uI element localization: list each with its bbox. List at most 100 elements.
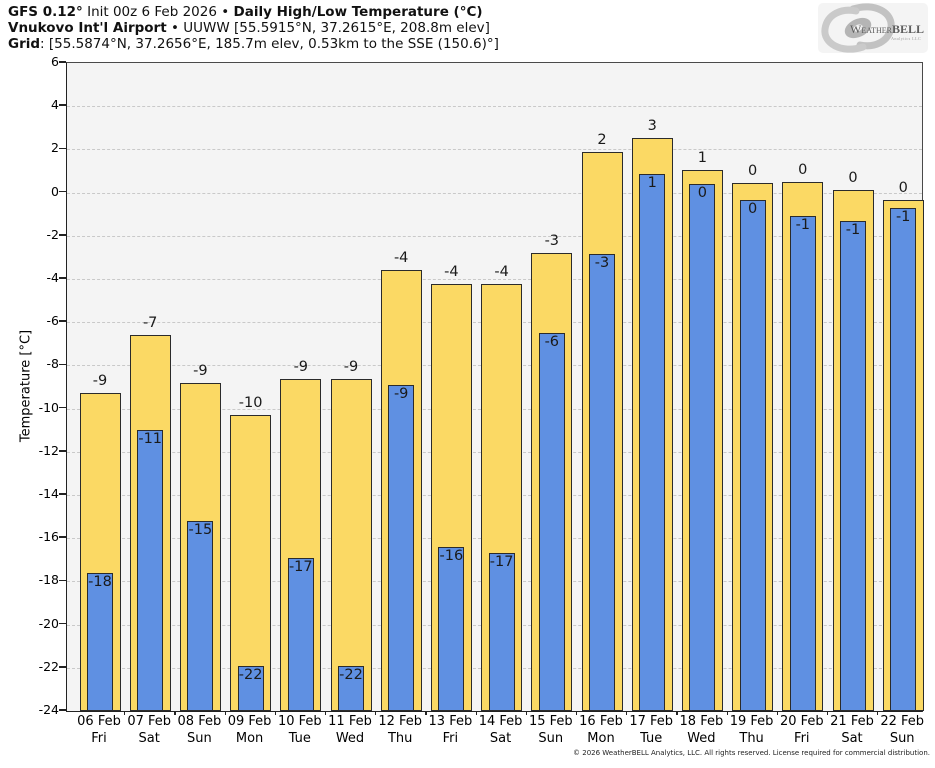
x-tick-weekday: Wed [687,731,716,746]
high-bar [330,379,372,711]
high-value-label: -4 [444,264,459,281]
x-tick-date: 18 Feb [679,714,724,729]
x-tick-date: 22 Feb [880,714,925,729]
y-tick-label: -14 [38,486,59,501]
x-tick-weekday: Sun [889,731,915,746]
low-value-label: -17 [288,558,313,575]
high-value-label: 0 [898,180,908,197]
low-bar [840,220,866,711]
low-value-label: -22 [339,666,363,683]
weatherbell-logo: WeatherBELL Analytics LLC [818,3,928,53]
hurricane-swirl-icon [821,3,895,53]
high-value-label: -4 [393,250,409,267]
y-tick-label: -24 [38,702,59,717]
high-bar [230,415,272,711]
low-value-label: 0 [747,201,758,218]
high-value-label: 0 [747,162,758,179]
x-tick-date: 10 Feb [277,714,322,729]
low-value-label: -1 [845,221,861,238]
y-tick-mark [59,666,66,668]
x-tick-mark [274,711,277,715]
x-tick-mark [324,711,327,715]
x-tick-date: 19 Feb [729,714,774,729]
logo-background [818,3,928,53]
gridline [67,149,922,151]
y-axis-title: Temperature [°C] [18,329,34,443]
high-value-label: -9 [193,362,208,379]
model-name: GFS 0.12° [8,4,83,20]
y-tick-label: 0 [51,183,59,199]
low-bar [338,665,364,711]
grid-line: Grid: [55.5874°N, 37.2656°E, 185.7m elev… [8,36,499,52]
low-value-label: -1 [895,208,911,225]
low-bar [237,665,264,711]
high-value-label: -10 [238,395,263,412]
gridline [67,106,922,108]
x-tick-mark [425,711,427,715]
low-value-label: 1 [647,175,657,192]
y-tick-mark [59,190,66,193]
low-value-label: -17 [489,554,514,571]
x-tick-mark [224,711,226,715]
station-line: Vnukovo Int'l Airport • UUWW [55.5915°N,… [8,20,499,36]
low-bar [789,216,816,711]
y-tick-label: -12 [38,442,59,458]
x-tick-mark [475,711,477,715]
high-value-label: -9 [92,373,108,390]
low-value-label: -22 [238,666,263,683]
x-tick-weekday: Fri [91,731,107,746]
low-value-label: -18 [88,573,112,590]
copyright-notice: © 2026 WeatherBELL Analytics, LLC. All r… [573,749,930,757]
high-value-label: 0 [798,161,808,178]
y-tick-mark [59,622,66,625]
x-tick-weekday: Fri [442,731,459,746]
y-tick-label: 2 [51,140,59,156]
y-tick-mark [59,709,66,711]
low-value-label: -9 [393,385,409,402]
x-tick-weekday: Thu [739,731,764,746]
low-value-label: -15 [188,521,213,538]
y-tick-mark [59,536,66,538]
y-tick-label: -10 [38,399,59,415]
y-tick-label: 4 [51,97,59,113]
chart-title: Daily High/Low Temperature (°C) [233,4,483,20]
x-tick-mark [676,711,678,715]
low-bar [488,553,515,711]
x-tick-weekday: Tue [288,731,311,746]
chart-header: GFS 0.12° Init 00z 6 Feb 2026 • Daily Hi… [8,4,499,52]
x-tick-weekday: Sun [187,731,212,746]
x-tick-weekday: Thu [387,731,413,746]
station-name: Vnukovo Int'l Airport [8,20,167,36]
y-tick-label: -22 [38,658,59,674]
x-tick-date: 21 Feb [830,714,874,729]
low-value-label: -16 [439,547,464,564]
x-tick-date: 09 Feb [227,714,272,729]
high-value-label: -4 [494,264,509,281]
x-tick-mark [826,711,829,715]
low-value-label: -6 [544,334,560,350]
x-tick-mark [124,711,126,715]
low-bar [639,174,666,711]
y-tick-mark [59,579,66,582]
x-tick-weekday: Sat [841,731,863,746]
y-tick-label: -8 [46,356,59,372]
grid-label: Grid [8,36,41,52]
logo-subtext: Analytics LLC [891,36,921,41]
low-bar [187,520,214,711]
high-value-label: 0 [848,170,858,187]
low-bar [438,546,465,711]
y-tick-label: -4 [46,270,59,285]
x-tick-mark [525,711,528,715]
x-tick-mark [776,711,779,715]
x-tick-weekday: Sat [489,731,512,746]
x-tick-weekday: Tue [640,731,663,746]
low-value-label: -1 [795,217,811,234]
x-tick-date: 16 Feb [579,714,623,729]
x-tick-date: 14 Feb [478,714,523,729]
y-tick-label: -16 [38,529,59,545]
x-tick-weekday: Sat [138,731,160,746]
init-time: Init 00z 6 Feb 2026 • [82,4,234,20]
x-tick-mark [626,711,628,715]
y-tick-label: -18 [38,572,59,588]
